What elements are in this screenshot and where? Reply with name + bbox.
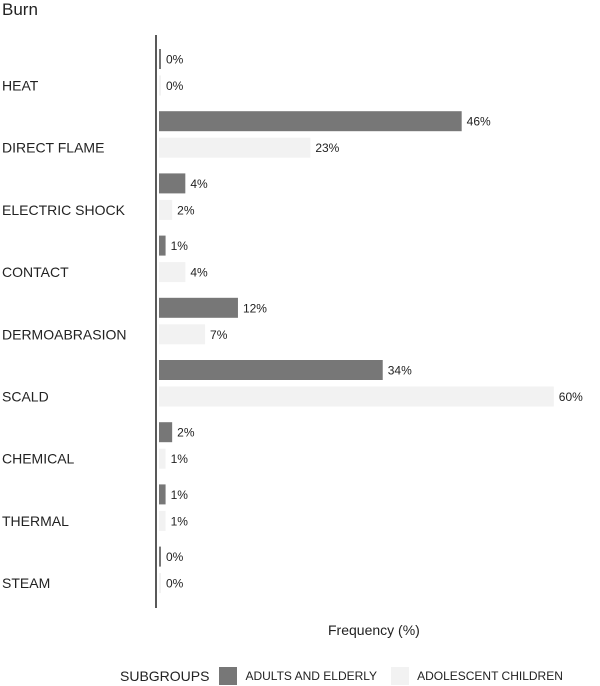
chart-title: Burn: [2, 0, 38, 19]
legend-swatch-adults: [219, 667, 238, 685]
category-label: SCALD: [2, 389, 49, 405]
bar-children: [159, 199, 173, 220]
data-label-adults: 46%: [467, 115, 491, 129]
legend-swatch-children: [391, 667, 410, 685]
legend-entry-adults: ADULTS AND ELDERLY: [219, 667, 377, 685]
category-label: CONTACT: [2, 264, 69, 280]
bar-children: [159, 262, 186, 283]
bar-adults: [159, 360, 383, 380]
data-label-adults: 1%: [171, 488, 189, 502]
bar-adults: [159, 173, 186, 194]
bar-adults: [159, 235, 166, 256]
data-label-adults: 0%: [166, 53, 184, 67]
bar-children: [159, 573, 161, 594]
bar-children: [159, 75, 161, 96]
data-label-children: 4%: [190, 266, 208, 280]
data-label-adults: 1%: [171, 239, 189, 253]
category-label: THERMAL: [2, 513, 69, 529]
data-label-children: 1%: [171, 452, 189, 466]
data-label-children: 0%: [166, 79, 184, 93]
data-label-children: 1%: [171, 514, 189, 528]
data-label-adults: 34%: [388, 364, 412, 378]
legend-title: SUBGROUPS: [120, 668, 210, 684]
category-label: STEAM: [2, 575, 50, 591]
data-label-adults: 0%: [166, 550, 184, 564]
bar-children: [159, 510, 166, 531]
bar-chart: HEAT 0% 0% DIRECT FLAME 46% 23% ELECTRIC SHOCK…: [2, 35, 583, 608]
category-label: ELECTRIC SHOCK: [2, 202, 126, 218]
bar-adults: [159, 484, 166, 505]
bar-children: [159, 386, 554, 407]
data-label-children: 23%: [315, 141, 339, 155]
legend-label-adults: ADULTS AND ELDERLY: [245, 669, 378, 683]
category-label: DERMOABRASION: [2, 326, 126, 342]
x-axis-label: Frequency (%): [328, 622, 420, 638]
category-label: HEAT: [2, 78, 39, 94]
bar-children: [159, 448, 166, 469]
bar-adults: [159, 422, 173, 443]
data-label-children: 7%: [210, 328, 228, 342]
bar-adults: [159, 546, 161, 567]
data-label-children: 2%: [177, 203, 195, 217]
bar-children: [159, 324, 206, 345]
category-label: DIRECT FLAME: [2, 140, 104, 156]
data-label-children: 0%: [166, 577, 184, 591]
data-label-adults: 12%: [243, 301, 267, 315]
bar-adults: [159, 297, 238, 318]
bar-adults: [159, 49, 161, 69]
data-label-children: 60%: [559, 390, 583, 404]
legend: SUBGROUPS ADULTS AND ELDERLY ADOLESCENT …: [120, 666, 577, 686]
legend-label-children: ADOLESCENT CHILDREN: [417, 669, 563, 683]
legend-entry-children: ADOLESCENT CHILDREN: [391, 667, 563, 685]
bar-children: [159, 137, 311, 158]
data-label-adults: 2%: [177, 426, 195, 440]
bar-adults: [159, 111, 462, 132]
data-label-adults: 4%: [190, 177, 208, 191]
category-label: CHEMICAL: [2, 451, 75, 467]
